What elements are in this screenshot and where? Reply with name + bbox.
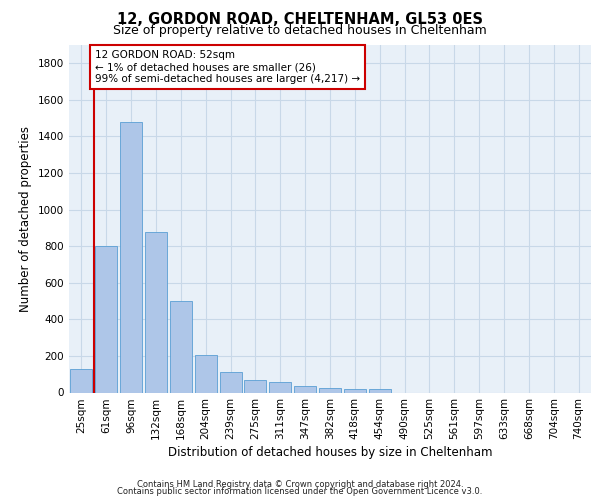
Bar <box>170 301 192 392</box>
Text: Size of property relative to detached houses in Cheltenham: Size of property relative to detached ho… <box>113 24 487 37</box>
Bar <box>369 389 391 392</box>
Bar <box>145 232 167 392</box>
Bar <box>95 246 117 392</box>
Text: Contains HM Land Registry data © Crown copyright and database right 2024.: Contains HM Land Registry data © Crown c… <box>137 480 463 489</box>
Text: 12 GORDON ROAD: 52sqm
← 1% of detached houses are smaller (26)
99% of semi-detac: 12 GORDON ROAD: 52sqm ← 1% of detached h… <box>95 50 360 84</box>
Text: Contains public sector information licensed under the Open Government Licence v3: Contains public sector information licen… <box>118 488 482 496</box>
Bar <box>344 389 366 392</box>
Bar <box>195 355 217 393</box>
Bar <box>319 388 341 392</box>
Bar <box>120 122 142 392</box>
Bar <box>244 380 266 392</box>
X-axis label: Distribution of detached houses by size in Cheltenham: Distribution of detached houses by size … <box>168 446 492 460</box>
Y-axis label: Number of detached properties: Number of detached properties <box>19 126 32 312</box>
Text: 12, GORDON ROAD, CHELTENHAM, GL53 0ES: 12, GORDON ROAD, CHELTENHAM, GL53 0ES <box>117 12 483 28</box>
Bar <box>269 382 291 392</box>
Bar <box>70 368 92 392</box>
Bar <box>220 372 242 392</box>
Bar <box>294 386 316 392</box>
